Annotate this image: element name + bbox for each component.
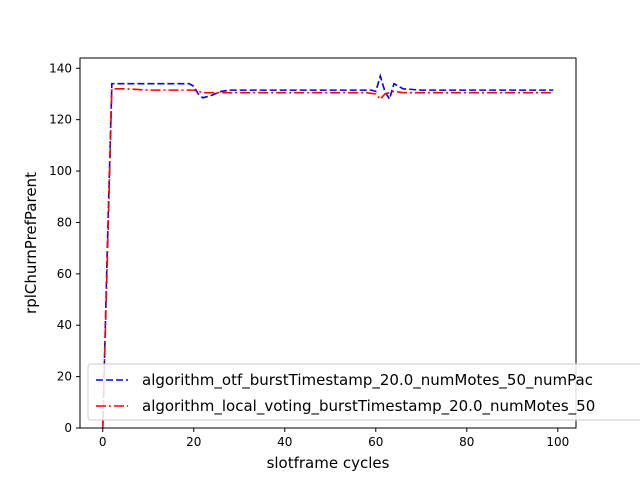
legend-label-2: algorithm_local_voting_burstTimestamp_20…: [142, 397, 595, 416]
x-tick-label: 0: [99, 435, 107, 449]
x-tick-label: 60: [368, 435, 383, 449]
y-tick-label: 140: [49, 61, 72, 75]
series-line-2: [101, 88, 554, 428]
y-tick-label: 40: [57, 318, 72, 332]
series-layer: [101, 73, 554, 428]
x-tick-label: 40: [277, 435, 292, 449]
y-tick-label: 100: [49, 164, 72, 178]
x-tick-label: 80: [459, 435, 474, 449]
legend: algorithm_otf_burstTimestamp_20.0_numMot…: [87, 363, 640, 421]
legend-frame: [87, 363, 640, 421]
x-axis: 0 20 40 60 80 100: [99, 428, 569, 449]
y-tick-label: 80: [57, 215, 72, 229]
y-tick-label: 120: [49, 113, 72, 127]
y-tick-label: 60: [57, 267, 72, 281]
y-tick-label: 0: [64, 421, 72, 435]
x-axis-label: slotframe cycles: [267, 454, 390, 472]
y-tick-label: 20: [57, 370, 72, 384]
y-axis-label: rplChurnPrefParent: [22, 172, 40, 314]
legend-label-1: algorithm_otf_burstTimestamp_20.0_numMot…: [142, 371, 593, 390]
x-tick-label: 100: [546, 435, 569, 449]
plot-area-frame: [79, 57, 577, 429]
y-axis: 0 20 40 60 80 100 120 140: [49, 61, 80, 435]
x-tick-label: 20: [186, 435, 201, 449]
series-line-1: [101, 73, 554, 428]
